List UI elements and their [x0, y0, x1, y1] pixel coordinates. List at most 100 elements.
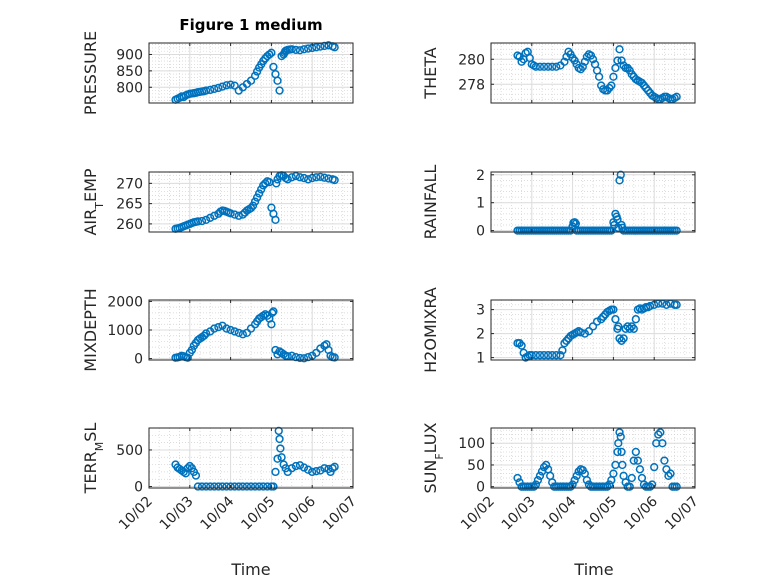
- data-point: [631, 447, 640, 457]
- y-tick-label: 3: [476, 303, 485, 319]
- data-point: [660, 456, 669, 465]
- data-point: [576, 328, 585, 337]
- data-point: [206, 482, 215, 491]
- data-point: [238, 482, 247, 491]
- data-point: [513, 473, 522, 483]
- data-point: [242, 482, 252, 491]
- data-point: [273, 76, 282, 85]
- data-point: [183, 464, 192, 473]
- data-point: [625, 324, 634, 333]
- data-point: [611, 63, 620, 73]
- y-tick-label: 270: [116, 176, 143, 192]
- data-point: [291, 461, 301, 471]
- data-point: [269, 482, 278, 491]
- data-point: [672, 92, 681, 101]
- data-point: [277, 453, 286, 462]
- data-point: [552, 62, 561, 71]
- axes-box: [148, 171, 354, 233]
- y-tick-label: 0: [476, 224, 485, 240]
- data-point: [584, 327, 594, 336]
- data-point: [303, 352, 313, 362]
- y-tick-label: 1: [476, 351, 485, 367]
- y-tick-label: 1: [476, 196, 485, 212]
- data-point: [268, 308, 277, 318]
- subplot-mixdepth: 0 1000 2000 MIXDEPTH: [81, 288, 354, 372]
- data-point: [654, 430, 663, 439]
- x-tick-label: 10/03: [499, 494, 539, 534]
- data-point: [566, 482, 575, 491]
- data-point: [330, 175, 339, 185]
- data-point: [234, 328, 243, 338]
- y-axis-label: H2OMIXRA: [421, 287, 440, 373]
- x-tick-label: 10/04: [540, 493, 580, 533]
- subplot-theta: 278 280 THETA: [421, 42, 696, 104]
- x-tick-label: 10/05: [238, 494, 278, 534]
- data-point: [214, 482, 223, 491]
- data-point: [299, 463, 309, 472]
- data-point: [609, 72, 618, 81]
- y-tick-label: 1000: [107, 323, 143, 339]
- data-point: [246, 482, 256, 491]
- data-point: [272, 179, 281, 188]
- data-point: [558, 346, 567, 355]
- data-point: [255, 482, 264, 491]
- data-point: [273, 454, 282, 463]
- data-point: [320, 173, 329, 182]
- data-point: [201, 482, 211, 491]
- y-tick-label: 260: [116, 217, 143, 233]
- data-point: [210, 84, 219, 94]
- data-point: [572, 471, 581, 480]
- x-tick-label: 10/04: [198, 493, 238, 533]
- data-point: [515, 52, 524, 61]
- data-point: [330, 43, 339, 52]
- y-tick-label: 2: [476, 168, 485, 184]
- data-point: [617, 447, 626, 457]
- data-point: [187, 345, 196, 355]
- data-point: [226, 482, 235, 491]
- x-tick-label: 10/06: [279, 493, 319, 533]
- data-point: [588, 322, 598, 331]
- data-point: [226, 325, 235, 335]
- data-point: [588, 55, 598, 64]
- data-point: [261, 179, 270, 188]
- data-point: [580, 329, 589, 338]
- data-point: [218, 82, 227, 91]
- data-point: [283, 175, 292, 184]
- data-point: [535, 351, 545, 360]
- axes-box: [148, 42, 354, 104]
- axes-box: [490, 171, 696, 233]
- data-point: [556, 351, 565, 360]
- data-point: [226, 80, 235, 89]
- data-point: [562, 336, 571, 345]
- data-point: [316, 172, 325, 182]
- data-point: [238, 330, 247, 339]
- y-tick-label: 100: [458, 436, 485, 452]
- data-point: [546, 471, 555, 480]
- data-point: [287, 173, 296, 182]
- data-point: [627, 322, 636, 331]
- data-point: [631, 315, 640, 324]
- data-point: [619, 334, 628, 343]
- x-tick-label: 10/05: [580, 494, 620, 534]
- data-point: [291, 352, 301, 362]
- data-point: [615, 428, 624, 437]
- data-point: [650, 462, 659, 472]
- axes-box: [490, 42, 696, 104]
- data-point: [312, 173, 321, 182]
- data-point: [618, 460, 627, 470]
- data-point: [257, 185, 266, 194]
- y-tick-label: 0: [134, 480, 143, 496]
- data-point: [535, 62, 545, 71]
- data-point: [330, 462, 339, 471]
- data-point: [252, 193, 262, 202]
- x-tick-label: 10/07: [662, 494, 702, 534]
- data-point: [255, 189, 264, 198]
- y-tick-label: 2: [476, 327, 485, 343]
- y-axis-label: RAINFALL: [421, 165, 440, 240]
- data-point: [629, 456, 638, 465]
- y-axis-label: THETA: [421, 47, 440, 99]
- data-point: [672, 226, 681, 235]
- axes-box: [490, 299, 696, 361]
- subplot-terr_msl: 0 500 TERRMSL 10/02 10/03 10/04 10/05 10/06 10/0…: [81, 423, 360, 534]
